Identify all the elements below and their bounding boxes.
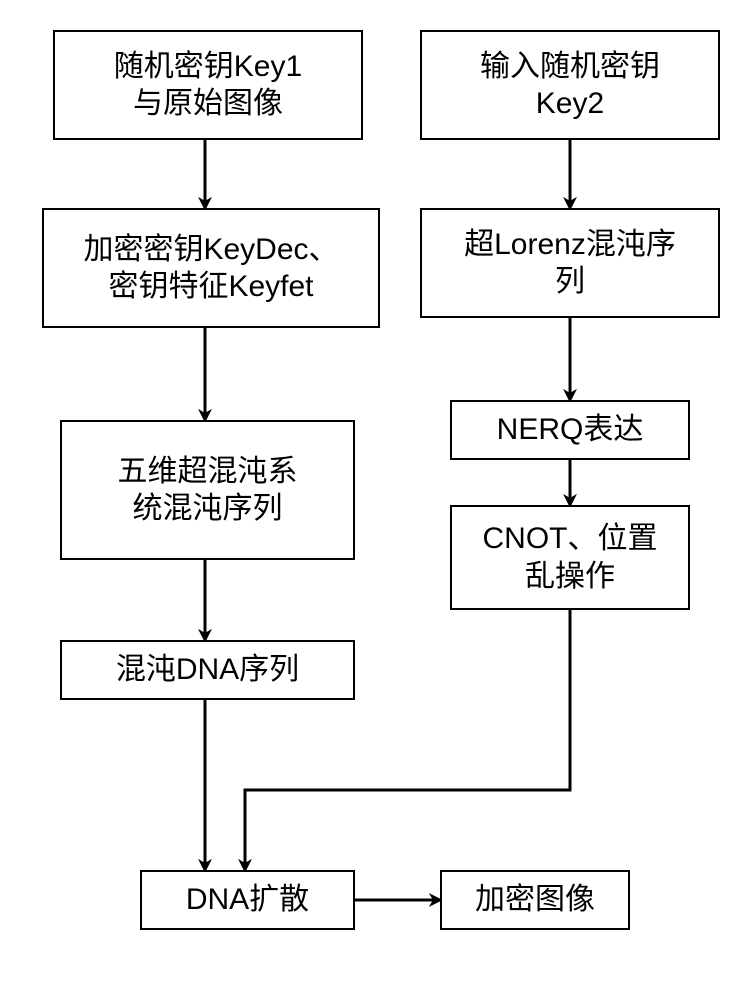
flowchart-node-n7: CNOT、位置乱操作	[450, 505, 690, 610]
flowchart-canvas: 随机密钥Key1与原始图像 输入随机密钥Key2 加密密钥KeyDec、密钥特征Ke…	[0, 0, 755, 1000]
flowchart-node-n3: 加密密钥KeyDec、密钥特征Keyfet	[42, 208, 380, 328]
flowchart-node-n2: 输入随机密钥Key2	[420, 30, 720, 140]
flowchart-node-n9: DNA扩散	[140, 870, 355, 930]
node-label: DNA扩散	[186, 881, 309, 919]
node-label: 加密密钥KeyDec、密钥特征Keyfet	[83, 231, 338, 306]
flowchart-node-n8: 混沌DNA序列	[60, 640, 355, 700]
node-label: CNOT、位置乱操作	[483, 520, 658, 595]
node-label: 加密图像	[475, 881, 595, 919]
flowchart-node-n1: 随机密钥Key1与原始图像	[53, 30, 363, 140]
node-label: 随机密钥Key1与原始图像	[114, 48, 302, 123]
node-label: 混沌DNA序列	[116, 651, 299, 689]
flowchart-node-n10: 加密图像	[440, 870, 630, 930]
flowchart-node-n4: 超Lorenz混沌序列	[420, 208, 720, 318]
node-label: NERQ表达	[497, 411, 644, 449]
node-label: 输入随机密钥Key2	[480, 48, 660, 123]
node-label: 五维超混沌系统混沌序列	[118, 453, 298, 528]
flowchart-node-n5: 五维超混沌系统混沌序列	[60, 420, 355, 560]
flowchart-node-n6: NERQ表达	[450, 400, 690, 460]
node-label: 超Lorenz混沌序列	[464, 226, 676, 301]
